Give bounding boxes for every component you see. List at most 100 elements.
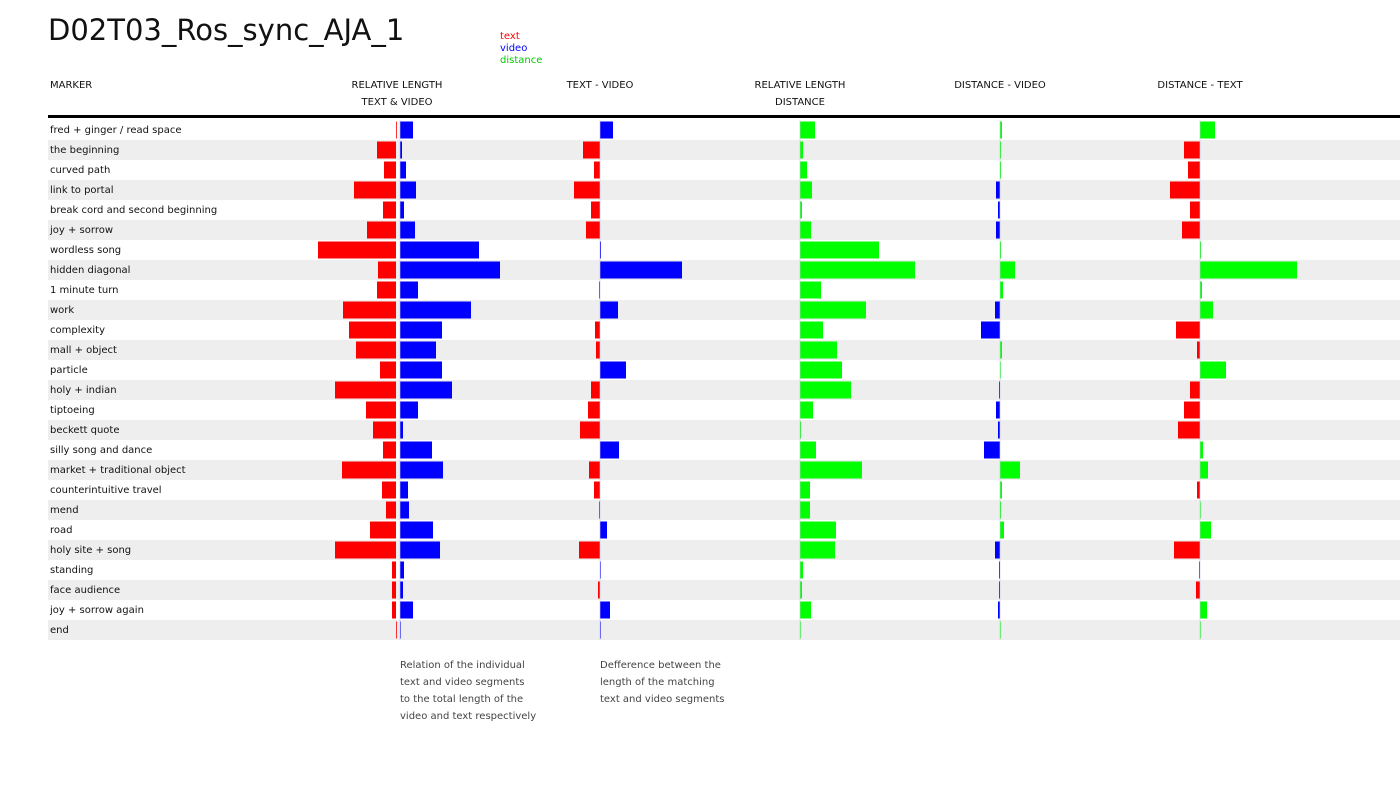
bar-distance-video-11	[1000, 341, 1002, 359]
bar-distance-video-24	[998, 601, 1000, 619]
bar-distance-16	[800, 441, 816, 459]
row-label: face audience	[50, 585, 120, 596]
bar-video-10	[400, 321, 442, 339]
note-relative-length: Relation of the individual text and vide…	[400, 660, 537, 722]
bar-text-25	[396, 621, 397, 639]
legend-distance: distance	[500, 55, 543, 66]
bar-distance-4	[800, 201, 802, 219]
bar-text-7	[378, 261, 396, 279]
bar-distance-text-17	[1200, 461, 1208, 479]
bar-video-2	[400, 161, 406, 179]
bar-text-16	[383, 441, 396, 459]
bar-distance-video-17	[1000, 461, 1020, 479]
bar-text-video-13	[591, 381, 600, 399]
bar-text-video-2	[594, 161, 600, 179]
bar-distance-text-2	[1188, 161, 1200, 179]
row-label: link to portal	[50, 185, 114, 196]
bar-video-13	[400, 381, 452, 399]
row-stripe	[48, 500, 1400, 520]
bar-distance-19	[800, 501, 810, 519]
bar-text-17	[342, 461, 396, 479]
bar-video-9	[400, 301, 471, 319]
bar-distance-text-19	[1200, 501, 1201, 519]
bar-distance-video-25	[1000, 621, 1001, 639]
bar-video-5	[400, 221, 415, 239]
bar-video-23	[400, 581, 403, 599]
bar-text-video-25	[600, 621, 601, 639]
bar-text-1	[377, 141, 396, 159]
bar-text-10	[349, 321, 396, 339]
row-label: break cord and second beginning	[50, 205, 217, 216]
bar-video-0	[400, 121, 413, 139]
header-relative-length-distance-line2: DISTANCE	[775, 97, 825, 108]
bar-text-23	[392, 581, 396, 599]
bar-distance-text-21	[1174, 541, 1200, 559]
bar-distance-10	[800, 321, 823, 339]
bar-distance-video-8	[1000, 281, 1003, 299]
bar-distance-6	[800, 241, 879, 259]
bar-distance-2	[800, 161, 807, 179]
bar-distance-23	[800, 581, 802, 599]
bar-distance-text-5	[1182, 221, 1200, 239]
bar-text-video-6	[600, 241, 601, 259]
bar-distance-24	[800, 601, 811, 619]
bar-distance-video-7	[1000, 261, 1015, 279]
row-label: market + traditional object	[50, 465, 186, 476]
bar-text-5	[367, 221, 396, 239]
bar-text-14	[366, 401, 396, 419]
header-relative-length-text-video: RELATIVE LENGTH TEXT & VIDEO	[337, 77, 457, 111]
bar-text-video-20	[600, 521, 607, 539]
header-rule	[48, 115, 1400, 118]
bar-distance-text-22	[1199, 561, 1200, 579]
row-label: particle	[50, 365, 88, 376]
bar-text-video-15	[580, 421, 600, 439]
bar-text-video-10	[595, 321, 600, 339]
bar-text-video-9	[600, 301, 618, 319]
bar-video-7	[400, 261, 500, 279]
bar-distance-video-15	[998, 421, 1000, 439]
bar-text-24	[392, 601, 396, 619]
bar-text-video-17	[589, 461, 600, 479]
bar-video-6	[400, 241, 479, 259]
bar-text-13	[335, 381, 396, 399]
row-label: silly song and dance	[50, 445, 152, 456]
bar-distance-video-19	[1000, 501, 1001, 519]
bar-distance-video-22	[999, 561, 1000, 579]
bar-distance-video-1	[1000, 141, 1001, 159]
bar-text-video-24	[600, 601, 610, 619]
row-label: mend	[50, 505, 79, 516]
bar-distance-video-21	[995, 541, 1000, 559]
bar-distance-video-0	[1000, 121, 1002, 139]
bar-video-4	[400, 201, 404, 219]
bar-video-18	[400, 481, 408, 499]
row-label: counterintuitive travel	[50, 485, 162, 496]
row-label: complexity	[50, 325, 105, 336]
row-label: holy + indian	[50, 385, 117, 396]
row-label: joy + sorrow again	[49, 605, 144, 616]
bar-distance-text-12	[1200, 361, 1226, 379]
bar-video-14	[400, 401, 418, 419]
header-relative-length-text-video-line2: TEXT & VIDEO	[361, 97, 433, 108]
bar-text-video-7	[600, 261, 682, 279]
bar-distance-1	[800, 141, 803, 159]
bar-video-17	[400, 461, 443, 479]
row-label: hidden diagonal	[50, 265, 130, 276]
bar-text-19	[386, 501, 396, 519]
bar-distance-video-13	[999, 381, 1000, 399]
bar-distance-7	[800, 261, 915, 279]
bar-video-16	[400, 441, 432, 459]
bar-text-video-21	[579, 541, 600, 559]
bar-distance-video-23	[999, 581, 1000, 599]
bar-text-9	[343, 301, 396, 319]
row-label: end	[50, 625, 69, 636]
bar-video-19	[400, 501, 409, 519]
bar-distance-video-9	[995, 301, 1000, 319]
bar-text-2	[384, 161, 396, 179]
row-label: beckett quote	[50, 425, 119, 436]
bar-distance-video-20	[1000, 521, 1004, 539]
bar-video-22	[400, 561, 404, 579]
bar-text-0	[396, 121, 397, 139]
row-stripe	[48, 620, 1400, 640]
bar-distance-video-5	[996, 221, 1000, 239]
bar-text-video-16	[600, 441, 619, 459]
